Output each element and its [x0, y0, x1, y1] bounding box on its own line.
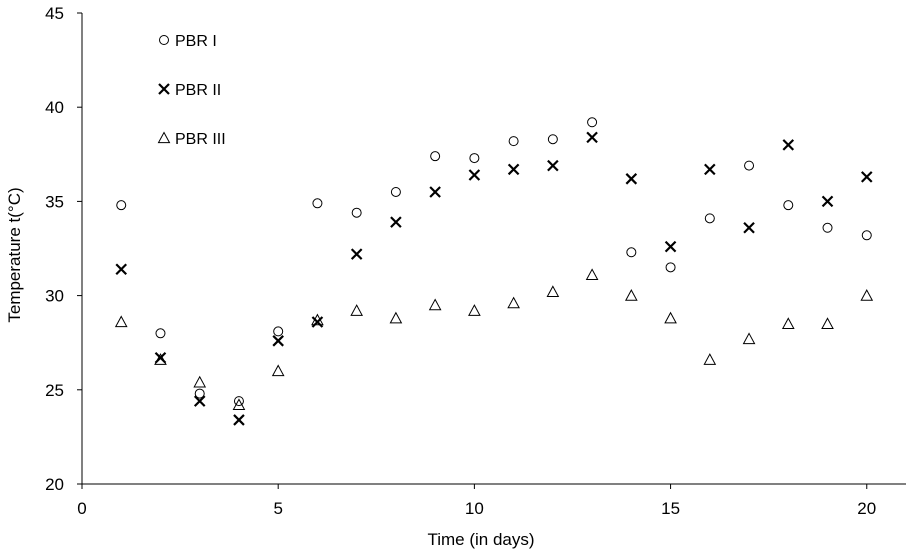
y-tick-label: 45: [45, 4, 64, 23]
y-tick-label: 20: [45, 475, 64, 494]
point-pbr-ii: [586, 131, 598, 144]
point-pbr-ii: [704, 163, 716, 176]
point-pbr-ii: [272, 335, 284, 347]
point-pbr-i: [469, 153, 480, 164]
y-tick-label: 30: [45, 287, 64, 306]
point-pbr-iii: [585, 268, 599, 281]
point-pbr-i: [508, 136, 519, 147]
point-pbr-i: [390, 186, 401, 197]
point-pbr-iii: [350, 304, 364, 316]
point-pbr-iii: [624, 289, 638, 301]
point-pbr-iii: [232, 398, 246, 411]
data-points: [114, 117, 874, 426]
point-pbr-iii: [546, 285, 560, 298]
legend-entry-pbr-ii: PBR II: [158, 82, 221, 99]
point-pbr-iii: [664, 311, 677, 324]
point-pbr-iii: [311, 313, 324, 326]
series-pbr-i: [116, 117, 872, 407]
point-pbr-ii: [547, 159, 559, 172]
point-pbr-i: [273, 326, 284, 337]
point-pbr-ii: [507, 163, 520, 176]
x-tick-label: 5: [273, 499, 282, 518]
point-pbr-i: [822, 222, 833, 233]
point-pbr-iii: [389, 311, 403, 324]
ticks: 20 25 30 35 40 45 0 5 10 15 20: [45, 4, 876, 518]
legend-marker-pbr-ii: [158, 83, 170, 95]
point-pbr-ii: [782, 139, 795, 151]
legend-label-pbr-i: PBR I: [175, 33, 217, 50]
point-pbr-i: [155, 328, 166, 339]
point-pbr-i: [704, 213, 715, 224]
point-pbr-iii: [428, 298, 442, 311]
point-pbr-i: [194, 388, 205, 399]
point-pbr-iii: [468, 304, 481, 316]
point-pbr-iii: [193, 375, 207, 388]
point-pbr-ii: [350, 248, 363, 260]
legend-label-pbr-ii: PBR II: [175, 82, 221, 99]
point-pbr-iii: [507, 296, 520, 309]
legend: PBR I PBR II PBR III: [157, 33, 226, 148]
y-axis-title: Temperature t(°C): [5, 187, 24, 322]
series-pbr-iii: [114, 268, 874, 411]
point-pbr-i: [116, 200, 127, 211]
point-pbr-i: [861, 230, 872, 241]
y-tick-label: 40: [45, 98, 64, 117]
point-pbr-i: [430, 151, 441, 162]
x-axis-title: Time (in days): [427, 530, 534, 549]
y-tick-label: 25: [45, 381, 64, 400]
point-pbr-ii: [821, 195, 834, 208]
point-pbr-iii: [742, 332, 756, 345]
point-pbr-i: [626, 247, 637, 258]
point-pbr-i: [547, 134, 558, 145]
point-pbr-iii: [154, 353, 167, 365]
point-pbr-iii: [860, 289, 874, 301]
point-pbr-i: [587, 117, 598, 128]
point-pbr-ii: [860, 171, 873, 183]
x-tick-label: 20: [857, 499, 876, 518]
point-pbr-iii: [821, 317, 834, 330]
point-pbr-i: [783, 200, 794, 211]
series-pbr-ii: [115, 131, 873, 426]
point-pbr-i: [312, 198, 323, 209]
point-pbr-ii: [233, 414, 245, 426]
point-pbr-ii: [468, 169, 481, 181]
point-pbr-iii: [781, 317, 795, 330]
x-tick-label: 0: [77, 499, 86, 518]
legend-label-pbr-iii: PBR III: [175, 131, 226, 148]
point-pbr-iii: [114, 315, 128, 328]
y-tick-label: 35: [45, 192, 64, 211]
point-pbr-ii: [625, 173, 638, 185]
point-pbr-ii: [743, 221, 755, 234]
point-pbr-ii: [193, 395, 206, 407]
legend-marker-pbr-i: [159, 35, 169, 45]
point-pbr-iii: [703, 353, 717, 365]
point-pbr-i: [351, 207, 362, 218]
point-pbr-iii: [271, 364, 285, 377]
x-tick-label: 15: [661, 499, 680, 518]
point-pbr-ii: [429, 186, 441, 198]
point-pbr-ii: [390, 216, 402, 228]
point-pbr-ii: [664, 240, 677, 253]
point-pbr-i: [665, 262, 676, 273]
point-pbr-i: [233, 396, 244, 407]
axes: [81, 13, 906, 485]
legend-entry-pbr-iii: PBR III: [157, 131, 226, 148]
legend-entry-pbr-i: PBR I: [159, 33, 217, 50]
point-pbr-ii: [311, 316, 324, 328]
x-tick-label: 10: [465, 499, 484, 518]
point-pbr-ii: [115, 263, 128, 276]
point-pbr-i: [744, 160, 755, 171]
legend-marker-pbr-iii: [157, 131, 171, 144]
